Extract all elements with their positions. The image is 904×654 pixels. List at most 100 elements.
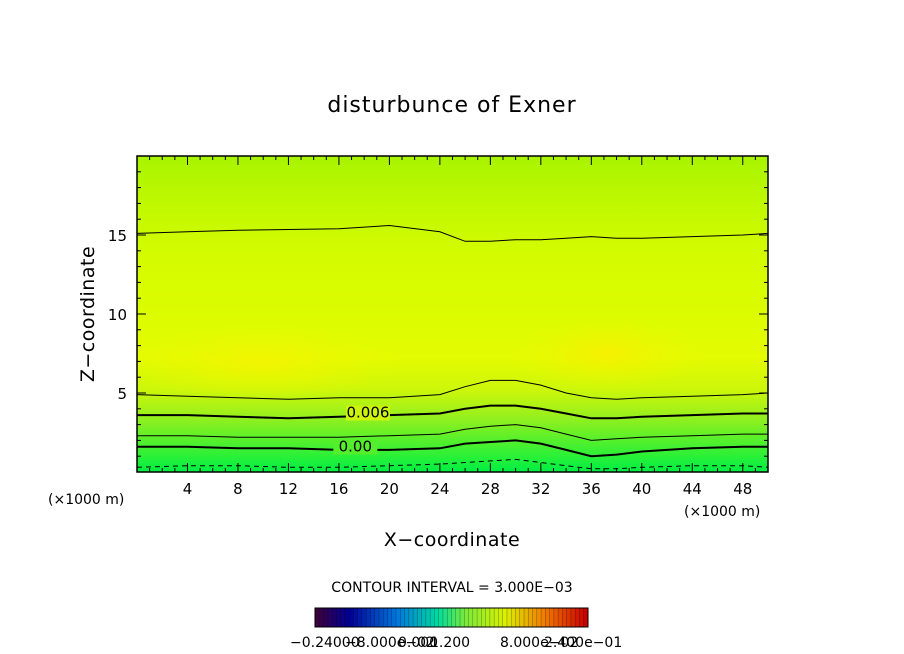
x-tick-label: 44 bbox=[683, 480, 702, 498]
colorbar-cell bbox=[451, 608, 457, 627]
colorbar-cell bbox=[519, 608, 525, 627]
x-tick-label: 36 bbox=[582, 480, 601, 498]
colorbar-cell bbox=[553, 608, 559, 627]
x-tick-label: 8 bbox=[233, 480, 243, 498]
colorbar-cell bbox=[327, 608, 333, 627]
colorbar-cell bbox=[477, 608, 482, 627]
colorbar-tick-label: −8.000e−02 bbox=[345, 635, 435, 651]
colorbar-tick-label: 8.000e−02 bbox=[500, 635, 578, 651]
colorbar-cell bbox=[447, 608, 452, 627]
colorbar-cell bbox=[541, 608, 546, 627]
contour-labels: 0.006 0.00 bbox=[333, 403, 390, 455]
colorbar-cell bbox=[494, 608, 499, 627]
colorbar-cell bbox=[515, 608, 521, 627]
contour-line-0 bbox=[137, 224, 768, 242]
colorbar-cell bbox=[455, 608, 461, 627]
colorbar-cell bbox=[413, 608, 418, 627]
colorbar-cell bbox=[340, 608, 346, 627]
colorbar-cell bbox=[460, 608, 465, 627]
y-tick-label: 15 bbox=[108, 227, 127, 245]
colorbar-cell bbox=[349, 608, 354, 627]
contour-line-3 bbox=[137, 424, 768, 441]
x-axis-ticks: 4 8 12 16 20 24 28 32 36 40 44 48 bbox=[136, 156, 769, 498]
colorbar-tick-label: 0.000 bbox=[398, 635, 438, 651]
contour-label-bg-1 bbox=[333, 439, 378, 455]
x-tick-label: 32 bbox=[531, 480, 550, 498]
colorbar-tick-label: 2.400e−01 bbox=[544, 635, 622, 651]
colorbar-cell bbox=[485, 608, 491, 627]
colorbar-cell bbox=[442, 608, 448, 627]
colorbar-cell bbox=[378, 608, 384, 627]
colorbar-cell bbox=[511, 608, 516, 627]
heatmap-blob-right bbox=[512, 318, 702, 390]
colorbar-cell bbox=[545, 608, 551, 627]
colorbar-cell bbox=[323, 608, 329, 627]
y-axis-ticks: 5 10 15 bbox=[108, 155, 768, 473]
heatmap-blob-left bbox=[137, 324, 402, 400]
colorbar-cell bbox=[532, 608, 538, 627]
contour-label-0: 0.006 bbox=[346, 403, 389, 421]
contour-line-5 bbox=[137, 458, 768, 470]
colorbar-cell bbox=[464, 608, 470, 627]
colorbar-cell bbox=[468, 608, 474, 627]
x-axis-label: X−coordinate bbox=[384, 529, 520, 551]
x-tick-label: 40 bbox=[632, 480, 651, 498]
contour-line-4 bbox=[137, 439, 768, 458]
colorbar-cell bbox=[438, 608, 444, 627]
heatmap-field bbox=[137, 156, 768, 472]
y-tick-label: 10 bbox=[108, 306, 127, 324]
colorbar-cell bbox=[315, 608, 320, 627]
colorbar-cell bbox=[549, 608, 555, 627]
colorbar-cell bbox=[396, 608, 401, 627]
y-tick-label: 5 bbox=[117, 385, 127, 403]
colorbar-cell bbox=[421, 608, 427, 627]
colorbar-cell bbox=[391, 608, 397, 627]
colorbar-frame bbox=[314, 607, 589, 628]
colorbar-cell bbox=[575, 608, 580, 627]
colorbar-cell bbox=[472, 608, 478, 627]
colorbar-cell bbox=[425, 608, 431, 627]
colorbar-cell bbox=[489, 608, 495, 627]
colorbar-cell bbox=[357, 608, 363, 627]
colorbar-cell bbox=[434, 608, 440, 627]
colorbar-tick-label: −0.24000 bbox=[290, 635, 360, 651]
colorbar-cell bbox=[400, 608, 406, 627]
colorbar-cell bbox=[417, 608, 423, 627]
x-tick-label: 24 bbox=[430, 480, 449, 498]
colorbar-cell bbox=[506, 608, 512, 627]
colorbar-cell bbox=[353, 608, 359, 627]
colorbar-tick-label: 1.200 bbox=[430, 635, 470, 651]
colorbar-cell bbox=[566, 608, 572, 627]
colorbar-cell bbox=[570, 608, 576, 627]
colorbar-cell bbox=[498, 608, 504, 627]
colorbar-cell bbox=[387, 608, 393, 627]
colorbar-cell bbox=[430, 608, 435, 627]
colorbar-cell bbox=[502, 608, 508, 627]
colorbar-cell bbox=[383, 608, 389, 627]
colorbar-cell bbox=[524, 608, 529, 627]
x-tick-label: 20 bbox=[380, 480, 399, 498]
colorbar-cell bbox=[344, 608, 350, 627]
y-axis-label: Z−coordinate bbox=[77, 246, 99, 382]
colorbar bbox=[314, 608, 589, 627]
colorbar-cell bbox=[366, 608, 371, 627]
colorbar-cell bbox=[528, 608, 534, 627]
colorbar-cell bbox=[336, 608, 342, 627]
colorbar-cell bbox=[374, 608, 380, 627]
colorbar-cell bbox=[332, 608, 337, 627]
colorbar-cell bbox=[408, 608, 414, 627]
colorbar-cell bbox=[558, 608, 563, 627]
x-tick-label: 28 bbox=[481, 480, 500, 498]
colorbar-cell bbox=[579, 608, 585, 627]
contour-interval-text: CONTOUR INTERVAL = 3.000E−03 bbox=[331, 580, 572, 596]
x-tick-label: 16 bbox=[329, 480, 348, 498]
colorbar-cell bbox=[562, 608, 568, 627]
colorbar-cell bbox=[370, 608, 376, 627]
colorbar-cell bbox=[404, 608, 410, 627]
x-unit-right: (×1000 m) bbox=[684, 504, 760, 520]
contour-line-1 bbox=[137, 379, 768, 400]
colorbar-cell bbox=[481, 608, 487, 627]
colorbar-cell bbox=[583, 608, 589, 627]
colorbar-cell bbox=[319, 608, 325, 627]
